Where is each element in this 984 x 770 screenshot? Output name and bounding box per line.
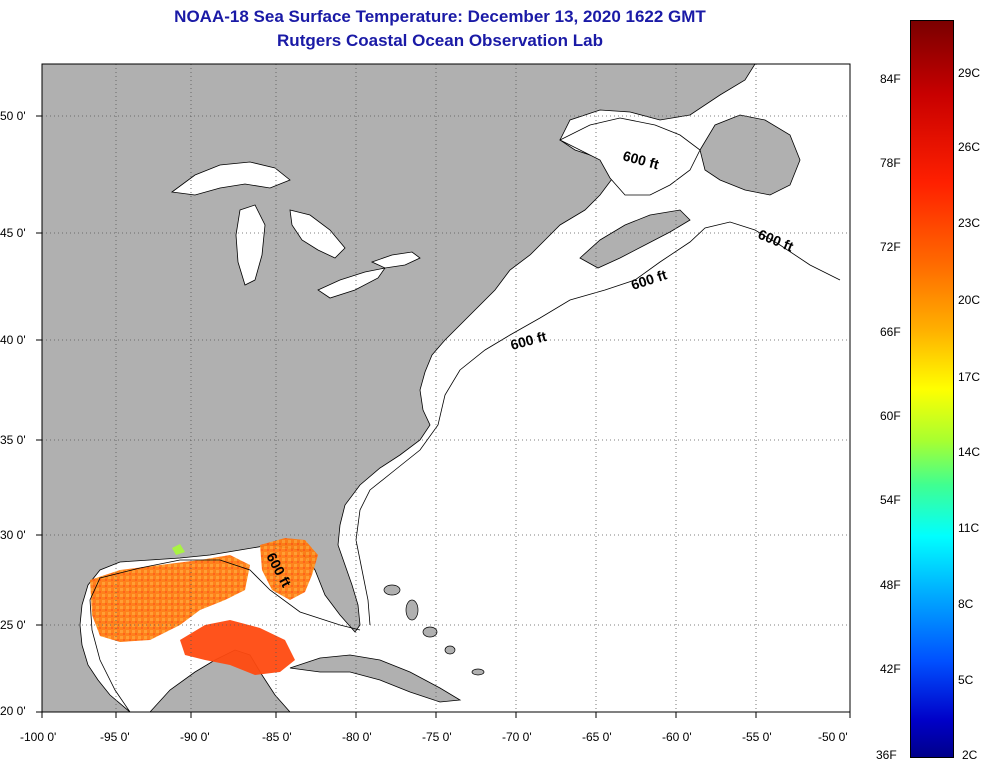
land-newfoundland <box>699 114 801 196</box>
colorbar-f-label: 42F <box>880 662 901 676</box>
temperature-colorbar <box>910 20 954 758</box>
colorbar-f-label: 36F <box>876 748 897 762</box>
lake-huron <box>289 209 346 259</box>
colorbar-f-label: 72F <box>880 240 901 254</box>
map-subtitle: Rutgers Coastal Ocean Observation Lab <box>277 31 603 50</box>
lat-label: 30 0' <box>0 528 26 542</box>
sst-patch-gulf-cool <box>172 544 185 555</box>
lon-label: -70 0' <box>502 730 532 744</box>
bahamas-islands <box>383 584 485 676</box>
map-ticks <box>36 115 851 718</box>
colorbar-c-label: 11C <box>958 521 980 535</box>
lon-label: -85 0' <box>262 730 292 744</box>
lon-label: -60 0' <box>662 730 692 744</box>
colorbar-c-label: 20C <box>958 293 981 307</box>
colorbar-c-label: 8C <box>958 597 974 611</box>
lat-label: 25 0' <box>0 618 26 632</box>
colorbar-f-label: 60F <box>880 409 901 423</box>
colorbar-c-label: 17C <box>958 370 981 384</box>
lake-ontario <box>370 251 421 269</box>
lon-label: -55 0' <box>742 730 772 744</box>
lon-label: -75 0' <box>422 730 452 744</box>
colorbar-c-label: 23C <box>958 216 981 230</box>
sst-patch-gulf-west <box>90 555 250 642</box>
depth-contour-600ft <box>89 221 841 712</box>
lat-label: 20 0' <box>0 704 26 718</box>
colorbar-f-label: 84F <box>880 72 901 86</box>
colorbar-c-label: 5C <box>958 673 974 687</box>
colorbar-c-label: 2C <box>962 748 978 762</box>
sst-patch-gulf-east <box>260 538 318 600</box>
land-cuba <box>289 654 462 703</box>
land-nova-scotia <box>579 209 691 269</box>
colorbar-f-label: 66F <box>880 325 901 339</box>
lat-label: 40 0' <box>0 333 26 347</box>
lon-label: -90 0' <box>180 730 210 744</box>
colorbar-f-label: 54F <box>880 493 901 507</box>
lon-label: -80 0' <box>342 730 372 744</box>
lat-label: 45 0' <box>0 226 26 240</box>
lon-label: -65 0' <box>582 730 612 744</box>
lake-erie <box>317 267 386 299</box>
lat-label: 50 0' <box>0 109 26 123</box>
land-north-america <box>42 64 756 712</box>
colorbar-c-label: 14C <box>958 445 981 459</box>
lon-label: -50 0' <box>818 730 848 744</box>
lake-superior <box>170 161 291 196</box>
sst-patch-gulf-south <box>180 620 295 675</box>
lon-label: -100 0' <box>20 730 57 744</box>
colorbar-f-label: 78F <box>880 156 901 170</box>
gulf-st-lawrence <box>559 117 701 196</box>
map-frame <box>41 63 851 713</box>
lake-michigan <box>235 204 266 286</box>
colorbar-c-label: 26C <box>958 140 981 154</box>
colorbar-f-label: 48F <box>880 578 901 592</box>
lon-label: -95 0' <box>100 730 130 744</box>
map-title: NOAA-18 Sea Surface Temperature: Decembe… <box>174 7 706 26</box>
lat-label: 35 0' <box>0 433 26 447</box>
colorbar-c-label: 29C <box>958 66 981 80</box>
map-gridlines <box>42 64 850 712</box>
